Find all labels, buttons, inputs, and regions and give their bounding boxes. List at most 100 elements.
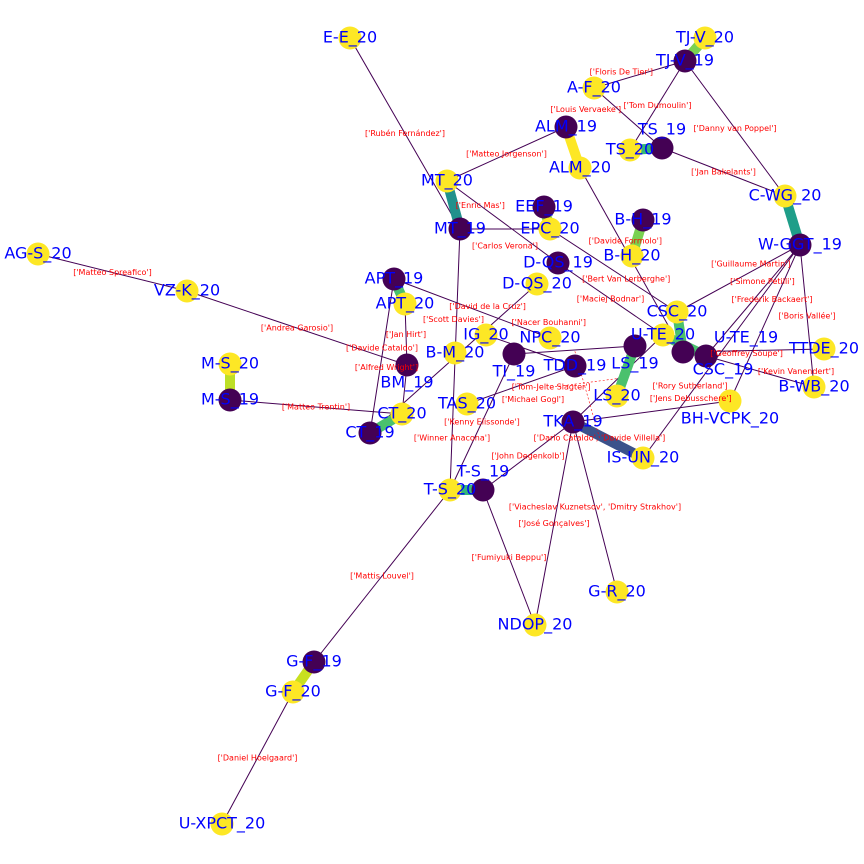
node-marker[interactable] <box>538 217 562 241</box>
node-marker[interactable] <box>302 650 326 674</box>
node-marker[interactable] <box>671 340 695 364</box>
graph-node[interactable] <box>435 169 459 193</box>
node-marker[interactable] <box>546 251 570 275</box>
graph-node[interactable] <box>395 353 419 377</box>
graph-node[interactable] <box>302 650 326 674</box>
node-marker[interactable] <box>620 244 644 268</box>
node-marker[interactable] <box>502 342 526 366</box>
node-marker[interactable] <box>802 375 826 399</box>
graph-node[interactable] <box>502 342 526 366</box>
graph-node[interactable] <box>390 402 414 426</box>
graph-node[interactable] <box>673 49 697 73</box>
graph-node[interactable] <box>210 812 234 836</box>
node-marker[interactable] <box>26 242 50 266</box>
node-marker[interactable] <box>435 169 459 193</box>
node-marker[interactable] <box>455 392 479 416</box>
graph-node[interactable] <box>694 344 718 368</box>
node-marker[interactable] <box>474 323 498 347</box>
node-marker[interactable] <box>438 478 462 502</box>
node-marker[interactable] <box>561 410 585 434</box>
graph-node[interactable] <box>605 580 629 604</box>
graph-node[interactable] <box>561 410 585 434</box>
node-marker[interactable] <box>605 384 629 408</box>
graph-node[interactable] <box>382 267 406 291</box>
graph-node[interactable] <box>448 217 472 241</box>
node-marker[interactable] <box>175 279 199 303</box>
node-marker[interactable] <box>650 136 674 160</box>
node-marker[interactable] <box>523 613 547 637</box>
graph-node[interactable] <box>718 389 742 413</box>
graph-node[interactable] <box>568 156 592 180</box>
graph-node[interactable] <box>650 136 674 160</box>
graph-node[interactable] <box>802 375 826 399</box>
node-marker[interactable] <box>210 812 234 836</box>
node-marker[interactable] <box>812 337 836 361</box>
graph-node[interactable] <box>665 300 689 324</box>
node-marker[interactable] <box>582 76 606 100</box>
graph-node[interactable] <box>438 478 462 502</box>
graph-node[interactable] <box>471 478 495 502</box>
node-marker[interactable] <box>448 217 472 241</box>
node-marker[interactable] <box>281 680 305 704</box>
graph-node[interactable] <box>538 217 562 241</box>
node-marker[interactable] <box>631 208 655 232</box>
graph-node[interactable] <box>554 115 578 139</box>
graph-node[interactable] <box>631 208 655 232</box>
graph-node[interactable] <box>671 340 695 364</box>
graph-node[interactable] <box>358 421 382 445</box>
node-marker[interactable] <box>532 195 556 219</box>
node-marker[interactable] <box>358 421 382 445</box>
graph-node[interactable] <box>281 680 305 704</box>
node-marker[interactable] <box>718 389 742 413</box>
node-marker[interactable] <box>218 352 242 376</box>
node-marker[interactable] <box>538 326 562 350</box>
graph-node[interactable] <box>618 138 642 162</box>
graph-node[interactable] <box>563 354 587 378</box>
node-marker[interactable] <box>665 300 689 324</box>
graph-node[interactable] <box>26 242 50 266</box>
node-marker[interactable] <box>382 267 406 291</box>
node-marker[interactable] <box>563 354 587 378</box>
graph-node[interactable] <box>605 384 629 408</box>
node-marker[interactable] <box>390 402 414 426</box>
graph-node[interactable] <box>788 233 812 257</box>
node-marker[interactable] <box>788 233 812 257</box>
graph-node[interactable] <box>532 195 556 219</box>
node-marker[interactable] <box>568 156 592 180</box>
graph-node[interactable] <box>623 334 647 358</box>
node-marker[interactable] <box>554 115 578 139</box>
graph-node[interactable] <box>338 26 362 50</box>
node-marker[interactable] <box>443 341 467 365</box>
node-marker[interactable] <box>631 446 655 470</box>
graph-node[interactable] <box>812 337 836 361</box>
node-marker[interactable] <box>525 272 549 296</box>
graph-node[interactable] <box>631 446 655 470</box>
graph-node[interactable] <box>474 323 498 347</box>
graph-node[interactable] <box>773 184 797 208</box>
node-marker[interactable] <box>694 344 718 368</box>
graph-node[interactable] <box>582 76 606 100</box>
node-marker[interactable] <box>693 26 717 50</box>
node-marker[interactable] <box>618 138 642 162</box>
graph-node[interactable] <box>538 326 562 350</box>
graph-node[interactable] <box>393 292 417 316</box>
node-marker[interactable] <box>471 478 495 502</box>
node-marker[interactable] <box>393 292 417 316</box>
graph-node[interactable] <box>175 279 199 303</box>
graph-node[interactable] <box>693 26 717 50</box>
graph-node[interactable] <box>525 272 549 296</box>
node-marker[interactable] <box>395 353 419 377</box>
node-marker[interactable] <box>218 388 242 412</box>
graph-node[interactable] <box>455 392 479 416</box>
node-marker[interactable] <box>773 184 797 208</box>
graph-node[interactable] <box>651 323 675 347</box>
graph-node[interactable] <box>218 352 242 376</box>
node-marker[interactable] <box>673 49 697 73</box>
graph-node[interactable] <box>218 388 242 412</box>
graph-node[interactable] <box>523 613 547 637</box>
node-marker[interactable] <box>623 334 647 358</box>
graph-node[interactable] <box>546 251 570 275</box>
graph-node[interactable] <box>443 341 467 365</box>
node-marker[interactable] <box>651 323 675 347</box>
node-marker[interactable] <box>338 26 362 50</box>
